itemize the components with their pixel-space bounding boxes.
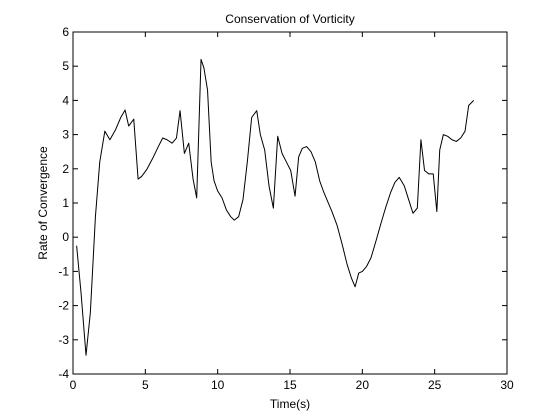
series-line <box>76 58 475 356</box>
x-tick-label: 20 <box>356 378 370 392</box>
x-tick-label: 0 <box>70 378 77 392</box>
y-tick-label: -4 <box>58 367 69 381</box>
y-tick-label: 4 <box>62 93 69 107</box>
y-tick-label: 6 <box>62 25 69 39</box>
y-tick-label: 2 <box>62 162 69 176</box>
x-tick-label: 15 <box>283 378 297 392</box>
y-axis-label: Rate of Convergence <box>36 146 50 260</box>
x-tick-label: 30 <box>500 378 514 392</box>
x-axis-label: Time(s) <box>270 397 310 411</box>
x-tick-label: 25 <box>428 378 442 392</box>
plot-frame <box>72 31 508 375</box>
y-tick-label: -1 <box>58 264 69 278</box>
y-tick-label: 1 <box>62 196 69 210</box>
x-tick-label: 5 <box>142 378 149 392</box>
x-tick-label: 10 <box>211 378 225 392</box>
y-tick-label: 5 <box>62 59 69 73</box>
chart-title: Conservation of Vorticity <box>225 12 354 26</box>
plot-area <box>73 32 507 374</box>
y-tick-label: 3 <box>62 128 69 142</box>
y-tick-label: -2 <box>58 299 69 313</box>
y-tick-label: 0 <box>62 230 69 244</box>
y-tick-label: -3 <box>58 333 69 347</box>
ticks-layer: 0 5 10 15 20 25 30 -4 -3 -2 -1 0 1 2 3 4 5 6 <box>58 25 514 392</box>
